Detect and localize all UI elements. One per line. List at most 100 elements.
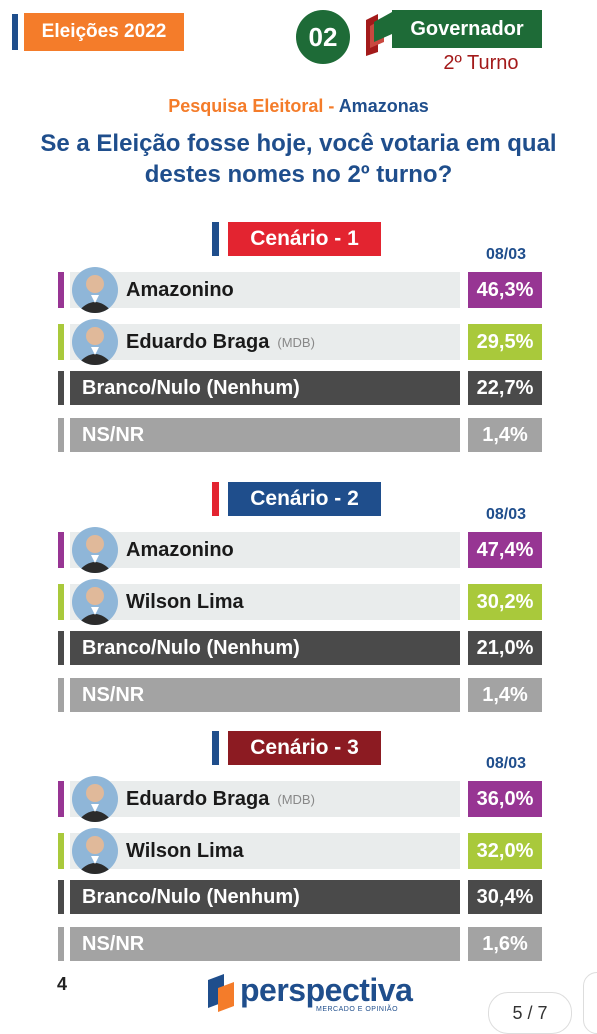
candidate-name-text: Eduardo Braga [126,330,270,353]
candidate-name-text: Amazonino [126,538,234,561]
result-row: Wilson Lima 32,0% [58,828,542,874]
party-label: (MDB) [277,791,315,807]
row-background [70,371,460,405]
survey-date: 08/03 [485,755,527,772]
ns-nr-label: NS/NR [82,683,145,706]
row-accent-bar [58,833,64,869]
candidate-name: Wilson Lima [126,829,244,873]
candidate-name-text: Wilson Lima [126,839,244,862]
percentage-value: 46,3% [468,272,542,308]
row-background [70,631,460,665]
candidate-name-text: Amazonino [126,278,234,301]
blank-null-label: Branco/Nulo (Nenhum) [82,885,300,908]
candidate-avatar-icon [72,267,118,313]
party-label: (MDB) [277,334,315,350]
survey-subtitle: Pesquisa Eleitoral - Amazonas [0,96,597,117]
survey-label: Pesquisa Eleitoral - [168,96,335,116]
row-background [70,678,460,712]
logo-mark-icon [208,974,234,1012]
row-accent-bar [58,880,64,914]
candidate-avatar-icon [72,319,118,365]
scenario-accent-bar [212,222,219,256]
percentage-value: 30,4% [468,880,542,914]
percentage-value: 29,5% [468,324,542,360]
candidate-name: Wilson Lima [126,580,244,624]
survey-question: Se a Eleição fosse hoje, você votaria em… [40,130,557,188]
candidate-avatar-icon [72,527,118,573]
percentage-value: 22,7% [468,371,542,405]
candidate-avatar-icon [72,776,118,822]
result-row: NS/NR 1,4% [58,418,542,452]
ns-nr-label: NS/NR [82,932,145,955]
survey-date: 08/03 [485,506,527,523]
row-accent-bar [58,678,64,712]
row-accent-bar [58,532,64,568]
row-background [70,584,460,620]
logo-text: perspectiva [240,972,413,1008]
percentage-value: 47,4% [468,532,542,568]
page-indicator[interactable]: 5 / 7 [488,992,572,1034]
ns-nr-label: NS/NR [82,423,145,446]
logo-subtext: MERCADO E OPINIÃO [316,1006,399,1013]
row-accent-bar [58,272,64,308]
result-row: Branco/Nulo (Nenhum) 30,4% [58,880,542,914]
scenario-accent-bar [212,731,219,765]
row-accent-bar [58,781,64,817]
survey-date: 08/03 [485,246,527,263]
row-background [70,324,460,360]
row-accent-bar [58,584,64,620]
percentage-value: 30,2% [468,584,542,620]
number-badge: 02 [296,10,350,64]
row-background [70,532,460,568]
row-accent-bar [58,418,64,452]
row-background [70,418,460,452]
result-row: Branco/Nulo (Nenhum) 22,7% [58,371,542,405]
election-tag: Eleições 2022 [24,13,184,51]
header-accent-bar [12,14,18,50]
state-label: Amazonas [338,96,429,116]
result-row: Branco/Nulo (Nenhum) 21,0% [58,631,542,665]
candidate-name: Amazonino [126,528,234,572]
percentage-value: 21,0% [468,631,542,665]
row-background [70,272,460,308]
result-row: Amazonino 46,3% [58,267,542,313]
page-number: 4 [57,974,68,994]
scenario-title: Cenário - 3 [228,731,381,765]
candidate-name: Eduardo Braga (MDB) [126,777,315,821]
next-page-button[interactable] [583,972,597,1034]
candidate-name-text: Wilson Lima [126,590,244,613]
flag-icon [366,12,392,56]
blank-null-label: Branco/Nulo (Nenhum) [82,376,300,399]
candidate-name: Amazonino [126,268,234,312]
result-row: Eduardo Braga (MDB) 36,0% [58,776,542,822]
row-accent-bar [58,927,64,961]
percentage-value: 1,4% [468,678,542,712]
percentage-value: 32,0% [468,833,542,869]
result-row: Eduardo Braga (MDB) 29,5% [58,319,542,365]
scenario-accent-bar [212,482,219,516]
percentage-value: 36,0% [468,781,542,817]
scenario-title: Cenário - 2 [228,482,381,516]
row-background [70,880,460,914]
row-background [70,927,460,961]
result-row: Wilson Lima 30,2% [58,579,542,625]
row-accent-bar [58,631,64,665]
row-background [70,781,460,817]
percentage-value: 1,6% [468,927,542,961]
perspectiva-logo: perspectiva MERCADO E OPINIÃO [204,972,414,1018]
row-background [70,833,460,869]
candidate-name-text: Eduardo Braga [126,787,270,810]
row-accent-bar [58,324,64,360]
candidate-name: Eduardo Braga (MDB) [126,320,315,364]
candidate-avatar-icon [72,579,118,625]
office-label: Governador [392,10,542,48]
scenario-title: Cenário - 1 [228,222,381,256]
result-row: NS/NR 1,4% [58,678,542,712]
row-accent-bar [58,371,64,405]
candidate-avatar-icon [72,828,118,874]
turn-label: 2º Turno [443,52,519,74]
percentage-value: 1,4% [468,418,542,452]
blank-null-label: Branco/Nulo (Nenhum) [82,636,300,659]
result-row: Amazonino 47,4% [58,527,542,573]
result-row: NS/NR 1,6% [58,927,542,961]
